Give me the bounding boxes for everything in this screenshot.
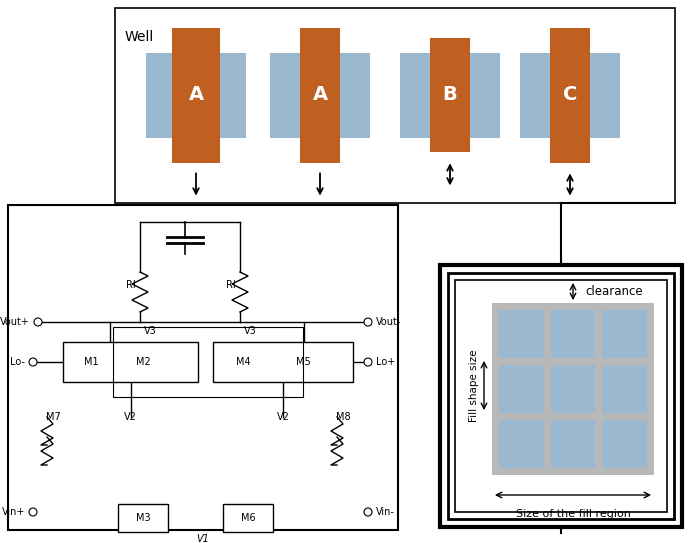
Text: Vin+: Vin+: [1, 507, 25, 517]
Bar: [213, 342, 353, 382]
Text: RI: RI: [126, 280, 136, 290]
Text: Lo+: Lo+: [376, 357, 395, 367]
Bar: [551, 420, 595, 468]
Text: B: B: [443, 85, 457, 104]
Bar: [146, 53, 246, 137]
Bar: [520, 53, 620, 137]
Circle shape: [34, 318, 42, 326]
Text: Vout+: Vout+: [0, 317, 30, 327]
Text: M1: M1: [84, 357, 98, 367]
Text: M8: M8: [336, 412, 350, 422]
Bar: [113, 327, 303, 397]
Text: C: C: [563, 85, 577, 104]
Text: RI: RI: [226, 280, 236, 290]
Circle shape: [29, 358, 37, 366]
Text: V3: V3: [244, 326, 257, 336]
Bar: [549, 28, 590, 162]
Bar: [223, 504, 273, 532]
Bar: [551, 310, 595, 358]
Text: Size of the fill region: Size of the fill region: [516, 509, 630, 519]
Bar: [455, 280, 667, 512]
Text: M2: M2: [136, 357, 150, 367]
Bar: [499, 420, 544, 468]
Text: A: A: [188, 85, 203, 104]
Bar: [270, 53, 370, 137]
Text: M5: M5: [295, 357, 311, 367]
Text: V1: V1: [197, 534, 210, 543]
Text: Fill shape size: Fill shape size: [469, 349, 479, 422]
Circle shape: [364, 508, 372, 516]
Text: Lo-: Lo-: [10, 357, 25, 367]
Text: M3: M3: [136, 513, 150, 523]
Bar: [499, 365, 544, 413]
Bar: [602, 420, 647, 468]
Text: M4: M4: [236, 357, 251, 367]
Text: Vout-: Vout-: [376, 317, 401, 327]
Bar: [115, 8, 675, 203]
Bar: [118, 504, 168, 532]
Bar: [172, 28, 220, 162]
Text: V3: V3: [144, 326, 157, 336]
Text: Well: Well: [125, 30, 154, 44]
Bar: [430, 37, 471, 153]
Text: Vin-: Vin-: [376, 507, 395, 517]
Bar: [551, 365, 595, 413]
Bar: [300, 28, 340, 162]
Text: A: A: [312, 85, 327, 104]
Bar: [492, 303, 654, 475]
Bar: [602, 365, 647, 413]
Text: V2: V2: [124, 412, 137, 422]
Circle shape: [364, 358, 372, 366]
Circle shape: [364, 318, 372, 326]
Bar: [499, 310, 544, 358]
Text: M6: M6: [241, 513, 255, 523]
Bar: [448, 273, 674, 519]
Circle shape: [29, 508, 37, 516]
Bar: [8, 205, 398, 530]
Text: M7: M7: [46, 412, 60, 422]
Text: clearance: clearance: [585, 285, 643, 298]
Bar: [602, 310, 647, 358]
Text: V2: V2: [277, 412, 289, 422]
Bar: [400, 53, 500, 137]
Bar: [63, 342, 198, 382]
Bar: [440, 265, 682, 527]
